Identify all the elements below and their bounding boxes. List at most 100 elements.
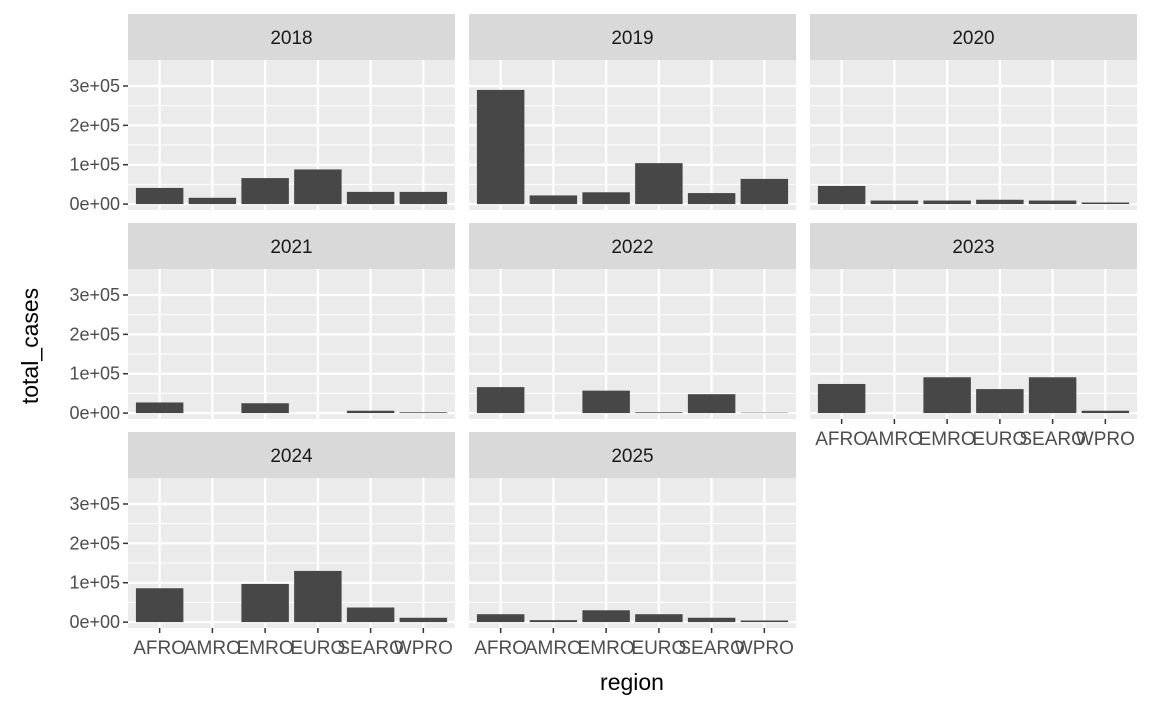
facet-strip-label: 2019 (611, 28, 653, 49)
facet-panel: 2020 (810, 14, 1137, 210)
bar-wpro (1081, 410, 1130, 414)
facet-strip-label: 2022 (611, 237, 653, 258)
facet-strip (810, 14, 1137, 60)
facet-strip-label: 2018 (270, 28, 312, 49)
bar-afro (476, 614, 525, 623)
bar-euro (294, 169, 342, 205)
facet-strip (128, 223, 455, 269)
facet-panel: 2022 (469, 223, 796, 419)
x-tick-label: AMRO (866, 429, 923, 450)
facet-strip (128, 14, 455, 60)
facet-strip-label: 2023 (952, 237, 994, 258)
facet-strip-label: 2021 (270, 237, 312, 258)
x-tick-label: EURO (972, 429, 1027, 450)
x-tick-label: EURO (631, 638, 686, 659)
bar-emro (582, 610, 630, 623)
facet-strip (128, 432, 455, 478)
bar-afro (135, 187, 184, 205)
bar-searo (1028, 377, 1077, 414)
y-tick-label: 3e+05 (69, 494, 120, 514)
bar-emro (923, 200, 971, 205)
y-tick-label: 1e+05 (69, 364, 120, 384)
bar-searo (346, 607, 395, 623)
bar-euro (294, 570, 342, 623)
bar-wpro (399, 617, 448, 623)
y-tick-label: 0e+00 (69, 612, 120, 632)
x-tick-label: AFRO (474, 638, 527, 659)
x-axis-title: region (600, 669, 664, 695)
x-tick-label: AFRO (133, 638, 186, 659)
facet-strip-label: 2024 (270, 446, 313, 467)
bar-euro (976, 199, 1024, 205)
bar-afro (817, 185, 866, 205)
bar-afro (135, 402, 184, 414)
facet-panel: 2018 0e+00 1e+05 2e+05 3e+05 (69, 14, 455, 214)
bar-amro (870, 200, 919, 205)
x-tick-label: EURO (290, 638, 345, 659)
y-tick-label: 2e+05 (69, 115, 120, 135)
bar-afro (476, 387, 525, 414)
y-tick-label: 0e+00 (69, 194, 120, 214)
bar-euro (635, 163, 683, 205)
bar-afro (476, 89, 525, 205)
bar-searo (687, 617, 736, 623)
facet-strip-label: 2025 (611, 446, 653, 467)
bar-emro (582, 390, 630, 414)
x-tick-label: EMRO (919, 429, 976, 450)
bar-emro (923, 377, 971, 414)
facet-strip (469, 432, 796, 478)
bar-wpro (1081, 202, 1130, 205)
bar-amro (188, 197, 237, 205)
x-tick-label: WPRO (1076, 429, 1135, 450)
bar-amro (529, 195, 578, 205)
facet-strip (469, 223, 796, 269)
y-tick-label: 1e+05 (69, 573, 120, 593)
bar-afro (817, 383, 866, 414)
bar-wpro (399, 191, 448, 205)
x-tick-label: SEARO (337, 638, 404, 659)
bar-searo (687, 394, 736, 414)
y-tick-label: 2e+05 (69, 324, 120, 344)
facet-strip (810, 223, 1137, 269)
bar-searo (346, 410, 395, 414)
bar-amro (529, 620, 578, 623)
bar-searo (1028, 200, 1077, 205)
bar-searo (687, 193, 736, 205)
y-tick-label: 3e+05 (69, 76, 120, 96)
y-axis-title: total_cases (17, 288, 43, 404)
y-tick-label: 1e+05 (69, 155, 120, 175)
x-tick-label: SEARO (1019, 429, 1086, 450)
panel-background (469, 478, 796, 628)
y-tick-label: 3e+05 (69, 285, 120, 305)
panel-background (128, 269, 455, 419)
facet-panel: 2021 0e+00 1e+05 2e+05 3e+05 (69, 223, 455, 423)
y-tick-label: 0e+00 (69, 403, 120, 423)
x-tick-label: EMRO (237, 638, 294, 659)
bar-wpro (740, 178, 789, 205)
y-tick-label: 2e+05 (69, 533, 120, 553)
bar-wpro (740, 620, 789, 623)
facet-panel: 2019 (469, 14, 796, 210)
bar-euro (635, 614, 683, 623)
bar-euro (635, 412, 683, 414)
x-tick-label: SEARO (678, 638, 745, 659)
bar-searo (346, 191, 395, 205)
x-tick-label: AFRO (815, 429, 868, 450)
x-tick-label: AMRO (525, 638, 582, 659)
x-tick-label: AMRO (184, 638, 241, 659)
facet-panels: 2018 0e+00 1e+05 2e+05 3e+05 2019 2020 2021 0e+0… (69, 14, 1137, 659)
bar-emro (241, 403, 289, 414)
facet-panel: 2024 0e+00 1e+05 2e+05 3e+05 AFROAMROEMROEURO… (69, 432, 455, 659)
panel-background (128, 60, 455, 210)
bar-emro (241, 178, 289, 205)
x-tick-label: WPRO (735, 638, 794, 659)
x-tick-label: EMRO (578, 638, 635, 659)
bar-emro (241, 583, 289, 623)
bar-wpro (399, 412, 448, 414)
bar-emro (582, 192, 630, 205)
facet-strip (469, 14, 796, 60)
bar-euro (976, 389, 1024, 414)
facet-strip-label: 2020 (952, 28, 994, 49)
